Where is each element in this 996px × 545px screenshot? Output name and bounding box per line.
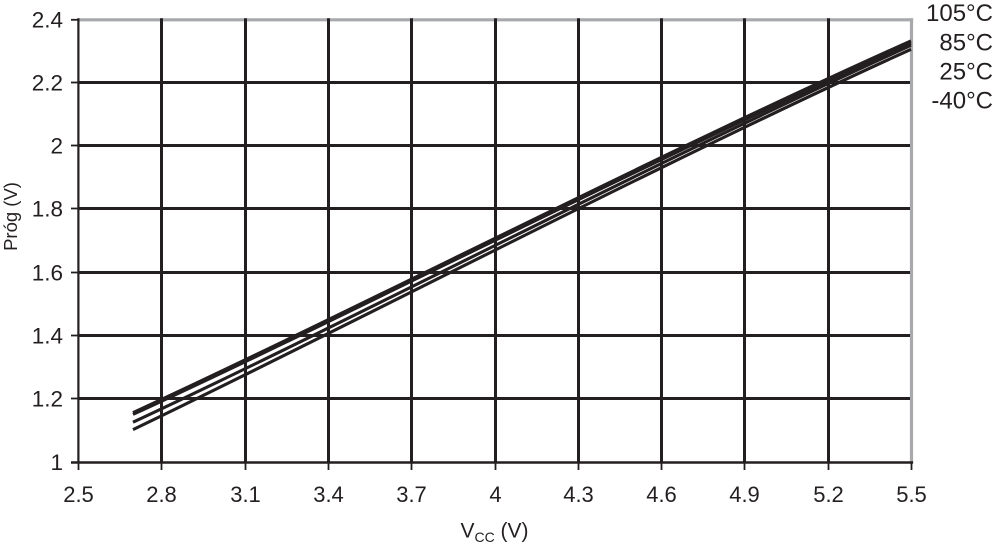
svg-text:1.2: 1.2 [32,386,63,411]
svg-text:3.1: 3.1 [230,482,261,507]
svg-text:4.6: 4.6 [646,482,677,507]
svg-text:1: 1 [50,450,63,475]
svg-text:1.4: 1.4 [32,323,63,348]
svg-text:5.5: 5.5 [896,482,927,507]
svg-text:1.8: 1.8 [32,196,63,221]
svg-text:2.8: 2.8 [146,482,177,507]
svg-text:25°C: 25°C [939,58,993,85]
svg-text:2: 2 [50,133,63,158]
svg-text:4: 4 [489,482,501,507]
svg-text:105°C: 105°C [926,0,993,27]
svg-text:4.9: 4.9 [729,482,760,507]
svg-text:2.4: 2.4 [32,8,63,33]
svg-text:5.2: 5.2 [813,482,844,507]
svg-text:VCC (V): VCC (V) [460,519,528,545]
svg-text:3.4: 3.4 [313,482,344,507]
svg-text:4.3: 4.3 [563,482,594,507]
svg-text:2.2: 2.2 [32,70,63,95]
svg-text:Próg (V): Próg (V) [0,182,21,251]
svg-text:3.7: 3.7 [396,482,427,507]
svg-text:-40°C: -40°C [931,88,993,115]
svg-text:2.5: 2.5 [63,482,94,507]
svg-text:85°C: 85°C [939,29,993,56]
svg-text:1.6: 1.6 [32,260,63,285]
